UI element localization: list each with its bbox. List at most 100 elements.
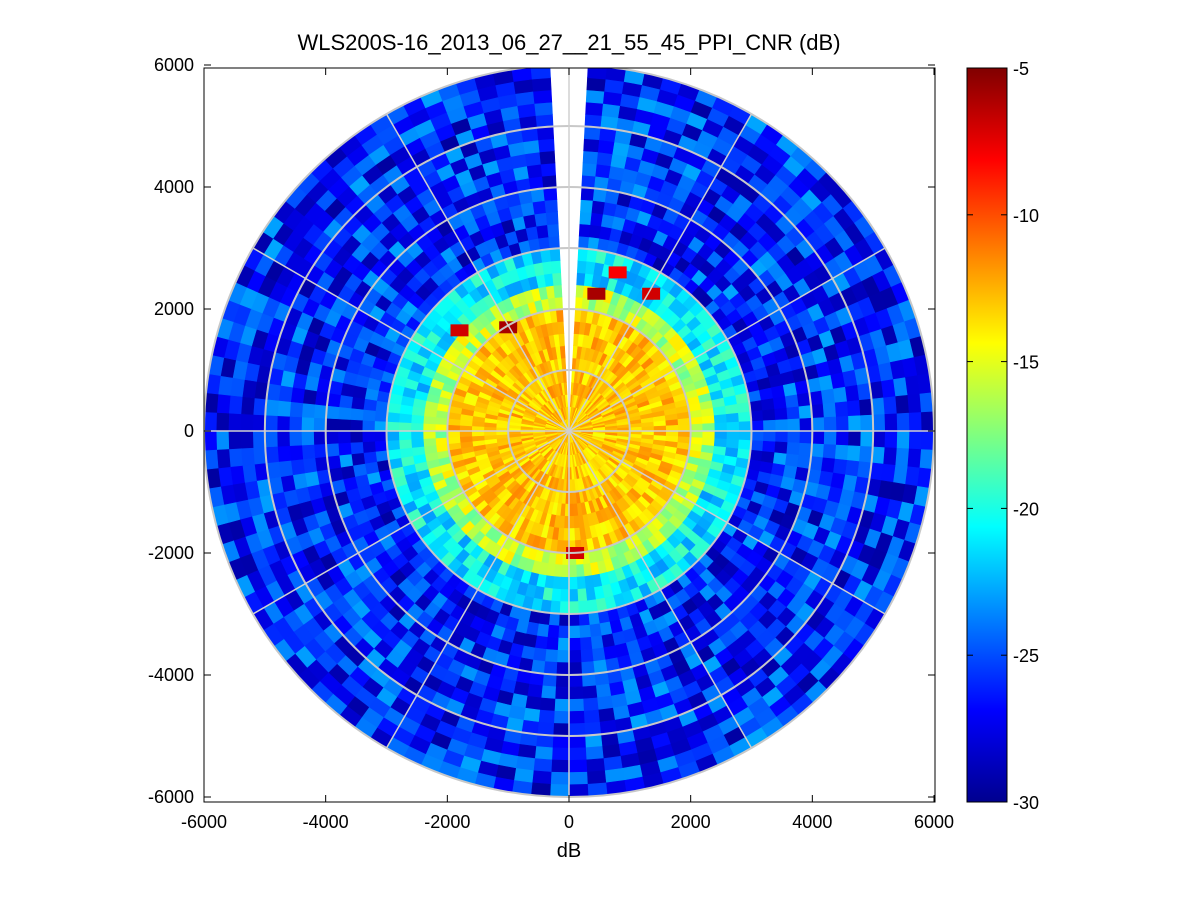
cnr-cell-2330 [325,430,339,445]
cnr-cell-1561 [725,412,740,424]
cnr-cell-2036 [774,441,789,455]
cnr-cell-2418 [568,674,583,688]
cnr-cell-1031 [459,435,473,443]
cnr-cell-3392 [215,430,230,450]
cnr-cell-2892 [536,721,555,736]
cnr-cell-2064 [568,637,581,651]
cnr-cell-973 [665,430,679,438]
cnr-cell-1827 [578,612,590,627]
cnr-cell-2419 [555,674,570,688]
cnr-cell-2773 [553,710,570,725]
cnr-cell-2005 [547,223,560,238]
cnr-cell-1710 [568,601,579,615]
cnr-cell-2332 [325,405,340,420]
cnr-cell-1150 [447,430,460,438]
cnr-cell-1560 [724,403,739,415]
cnr-cell-1442 [712,405,727,417]
cnr-cell-3421 [531,77,552,92]
cnr-cell-1620 [399,447,414,459]
x-tick-label-5: 4000 [792,812,832,832]
cnr-cell-3332 [908,412,923,432]
cnr-cell-2740 [845,384,860,402]
cnr-cell-3510 [204,430,217,451]
cnr-cell-1708 [586,599,598,614]
cnr-cell-1946 [568,625,581,639]
cnr-cell-2770 [597,707,616,723]
cnr-cell-2387 [810,403,825,419]
cnr-cell-2359 [543,187,558,201]
cnr-cell-1947 [557,625,570,639]
cnr-cell-2185 [532,647,547,662]
cnr-cell-3096 [884,413,898,432]
cnr-cell-2062 [590,635,604,650]
cnr-cell-3331 [907,393,922,414]
cnr-cell-3333 [908,430,923,450]
cnr-cell-2653 [582,697,599,712]
cnr-cell-2183 [556,649,570,664]
cnr-cell-2564 [302,457,317,474]
cnr-cell-1002 [568,528,576,542]
cnr-cell-3275 [228,412,242,432]
x-tick-label-1: -4000 [303,812,349,832]
cnr-cell-2063 [579,636,593,651]
cnr-cell-2272 [798,442,813,457]
cnr-cell-2862 [859,446,874,464]
cnr-cell-1943 [599,621,613,637]
y-axis: 6000 4000 2000 0 -2000 -4000 -6000 [148,55,935,807]
cnr-cell-2388 [811,417,825,432]
cnr-cell-1503 [410,438,425,448]
cnr-cell-1475 [560,576,570,590]
cnr-cell-2656 [539,697,556,712]
cnr-cell-2182 [568,649,582,664]
cnr-cell-1916 [763,419,777,432]
cnr-cell-3008 [568,735,586,749]
cnr-cell-2091 [352,463,368,478]
cnr-cell-3158 [240,396,255,415]
cnr-cell-3128 [534,746,553,761]
cnr-cell-3303 [533,89,553,104]
cnr-cell-1828 [568,613,580,627]
cnr-cell-3038 [252,430,266,448]
cnr-cell-3039 [252,414,266,432]
cnr-cell-853 [653,420,667,427]
cnr-cell-2595 [540,162,556,177]
cnr-cell-2537 [554,686,570,700]
cnr-cell-2034 [775,419,789,432]
cnr-cell-2094 [349,430,363,443]
cnr-cell-1590 [585,587,596,602]
cnr-cell-2804 [277,400,292,417]
grid-spoke-4 [568,430,886,615]
cnr-cell-2155 [784,453,800,468]
cnr-cell-1652 [577,247,589,262]
cnr-cell-1682 [738,439,752,451]
cnr-cell-2744 [846,445,861,462]
cnr-cell-1712 [549,600,561,615]
cnr-cell-1918 [762,440,776,454]
cnr-cell-1977 [361,419,375,432]
cnr-cell-2214 [337,406,352,420]
cnr-cell-2831 [538,138,555,153]
cnr-cell-3157 [240,413,254,432]
cnr-cell-3156 [240,430,254,449]
cnr-cell-2536 [568,686,584,700]
cnr-cell-1091 [678,430,691,438]
cnr-cell-1650 [542,260,553,275]
cnr-cell-1740 [386,430,400,441]
cnr-cell-1948 [547,624,560,639]
cnr-cell-3186 [585,89,605,104]
cnr-cell-1978 [362,408,376,422]
cnr-cell-3214 [896,412,910,432]
cnr-cell-3273 [228,447,243,468]
cnr-cell-2241 [544,199,558,213]
cnr-cell-2124 [580,199,594,213]
cnr-cell-3539 [530,68,551,80]
cnr-cell-2096 [349,407,364,421]
cnr-cell-2065 [557,637,570,651]
cnr-hotspot-1 [608,266,627,279]
grid-spoke-11 [385,113,570,432]
cnr-cell-2657 [524,695,542,711]
cnr-cell-2712 [524,151,542,167]
colorbar-tick-label-0: -5 [1013,59,1029,79]
cnr-cell-2031 [770,384,786,399]
cnr-cell-2832 [583,126,602,141]
